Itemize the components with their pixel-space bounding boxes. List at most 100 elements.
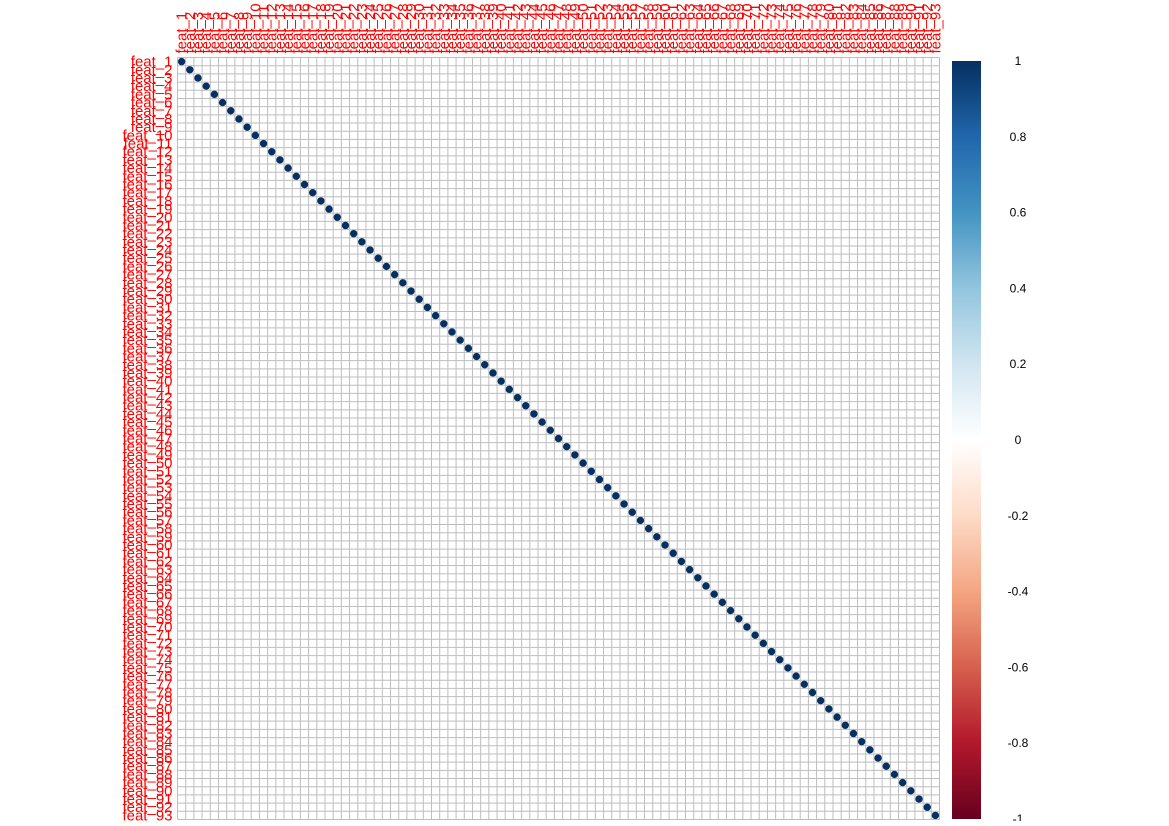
column-label: feat_61 [665, 3, 682, 53]
correlation-circle-feat_80-feat_80 [825, 705, 833, 713]
row-label: feat_63 [122, 562, 172, 579]
correlation-circle-feat_91-feat_91 [915, 795, 923, 803]
correlation-circle-feat_28-feat_28 [399, 279, 407, 287]
column-label: feat_44 [526, 3, 543, 53]
row-label: feat_10 [122, 127, 172, 144]
column-label: feat_89 [895, 3, 912, 53]
colorbar-tick-label: -0.2 [1008, 509, 1029, 523]
row-label: feat_34 [122, 324, 172, 341]
row-label: feat_84 [122, 734, 172, 751]
column-label: feat_57 [632, 3, 649, 53]
colorbar: 1 0.8 0.6 0.4 0.2 0 -0.2 -0.4 -0.6 -0.8 -1 [952, 54, 1029, 826]
row-label: feat_80 [122, 701, 172, 718]
row-labels: feat_1feat_2feat_3feat_4feat_5feat_6feat… [122, 54, 173, 825]
column-label: feat_17 [305, 3, 322, 53]
column-label: feat_34 [444, 3, 461, 53]
row-label: feat_89 [122, 775, 172, 792]
colorbar-tick-label: 0.2 [1010, 357, 1027, 371]
column-label: feat_26 [378, 3, 395, 53]
row-label: feat_45 [122, 414, 172, 431]
column-label: feat_47 [551, 3, 568, 53]
column-label: feat_50 [575, 3, 592, 53]
row-label: feat_58 [122, 521, 172, 538]
correlation-circle-feat_46-feat_46 [546, 426, 555, 435]
row-label: feat_33 [122, 316, 172, 333]
column-label: feat_9 [239, 12, 256, 54]
row-label: feat_4 [131, 78, 173, 95]
correlation-circle-feat_85-feat_85 [866, 746, 874, 754]
row-label: feat_79 [122, 693, 172, 710]
correlation-circle-feat_36-feat_36 [464, 344, 473, 353]
row-label: feat_44 [122, 406, 172, 423]
column-label: feat_59 [649, 3, 666, 53]
correlation-circle-feat_15-feat_15 [292, 172, 301, 181]
column-label: feat_14 [280, 3, 297, 53]
correlation-circle-feat_57-feat_57 [636, 516, 645, 525]
correlation-circle-feat_62-feat_62 [677, 557, 686, 566]
correlation-circle-feat_1-feat_1 [177, 57, 186, 66]
correlation-circle-feat_76-feat_76 [792, 672, 800, 680]
correlation-circle-feat_29-feat_29 [407, 287, 415, 295]
row-label: feat_88 [122, 766, 172, 783]
correlation-circle-feat_10-feat_10 [251, 131, 260, 140]
correlation-circle-feat_69-feat_69 [735, 615, 743, 623]
row-label: feat_29 [122, 283, 172, 300]
column-label: feat_87 [878, 3, 895, 53]
correlation-circle-feat_20-feat_20 [333, 213, 341, 221]
row-label: feat_46 [122, 422, 172, 439]
correlation-circle-feat_52-feat_52 [595, 475, 604, 484]
row-label: feat_53 [122, 480, 172, 497]
column-label: feat_55 [616, 3, 633, 53]
row-label: feat_86 [122, 750, 172, 767]
row-label: feat_62 [122, 553, 172, 570]
correlation-circle-feat_93-feat_93 [931, 811, 940, 820]
correlation-circle-feat_68-feat_68 [726, 606, 735, 615]
correlation-circle-feat_37-feat_37 [472, 352, 481, 361]
correlation-circle-feat_47-feat_47 [554, 434, 563, 443]
row-label: feat_15 [122, 168, 172, 185]
correlation-circle-feat_17-feat_17 [308, 188, 317, 197]
row-label: feat_64 [122, 570, 172, 587]
row-label: feat_19 [122, 201, 172, 218]
column-label: feat_10 [247, 3, 264, 53]
row-label: feat_54 [122, 488, 172, 505]
correlation-circle-feat_39-feat_39 [489, 369, 497, 377]
column-label: feat_81 [829, 3, 846, 53]
colorbar-tick-label: -0.4 [1008, 585, 1029, 599]
correlation-circle-feat_86-feat_86 [874, 754, 882, 762]
grid-lines [177, 57, 940, 820]
column-label: feat_2 [182, 12, 199, 54]
column-label: feat_46 [542, 3, 559, 53]
column-label: feat_70 [739, 3, 756, 53]
correlation-circle-feat_74-feat_74 [776, 656, 784, 664]
column-label: feat_25 [370, 3, 387, 53]
row-label: feat_11 [124, 136, 173, 153]
row-label: feat_60 [122, 537, 172, 554]
column-label: feat_78 [805, 3, 822, 53]
row-label: feat_59 [122, 529, 172, 546]
row-label: feat_2 [131, 62, 173, 79]
correlation-circle-feat_61-feat_61 [669, 549, 677, 557]
correlation-circle-feat_53-feat_53 [603, 483, 612, 492]
column-label: feat_40 [493, 3, 510, 53]
row-label: feat_35 [122, 332, 172, 349]
column-label: feat_63 [682, 3, 699, 53]
column-label: feat_18 [313, 3, 330, 53]
column-label: feat_68 [723, 3, 740, 53]
column-label: feat_64 [690, 3, 707, 53]
row-label: feat_30 [122, 291, 172, 308]
column-label: feat_83 [845, 3, 862, 53]
column-label: feat_92 [919, 3, 936, 53]
column-label: feat_8 [231, 12, 248, 54]
row-label: feat_73 [122, 644, 172, 661]
correlation-circle-feat_21-feat_21 [341, 221, 350, 230]
column-label: feat_80 [821, 3, 838, 53]
row-label: feat_75 [122, 660, 172, 677]
correlation-circle-feat_43-feat_43 [522, 402, 530, 410]
row-label: feat_90 [122, 783, 172, 800]
correlation-circle-feat_44-feat_44 [530, 410, 538, 418]
row-label: feat_42 [122, 390, 172, 407]
column-label: feat_84 [854, 3, 871, 53]
correlation-circle-feat_55-feat_55 [620, 500, 628, 508]
column-label: feat_82 [837, 3, 854, 53]
